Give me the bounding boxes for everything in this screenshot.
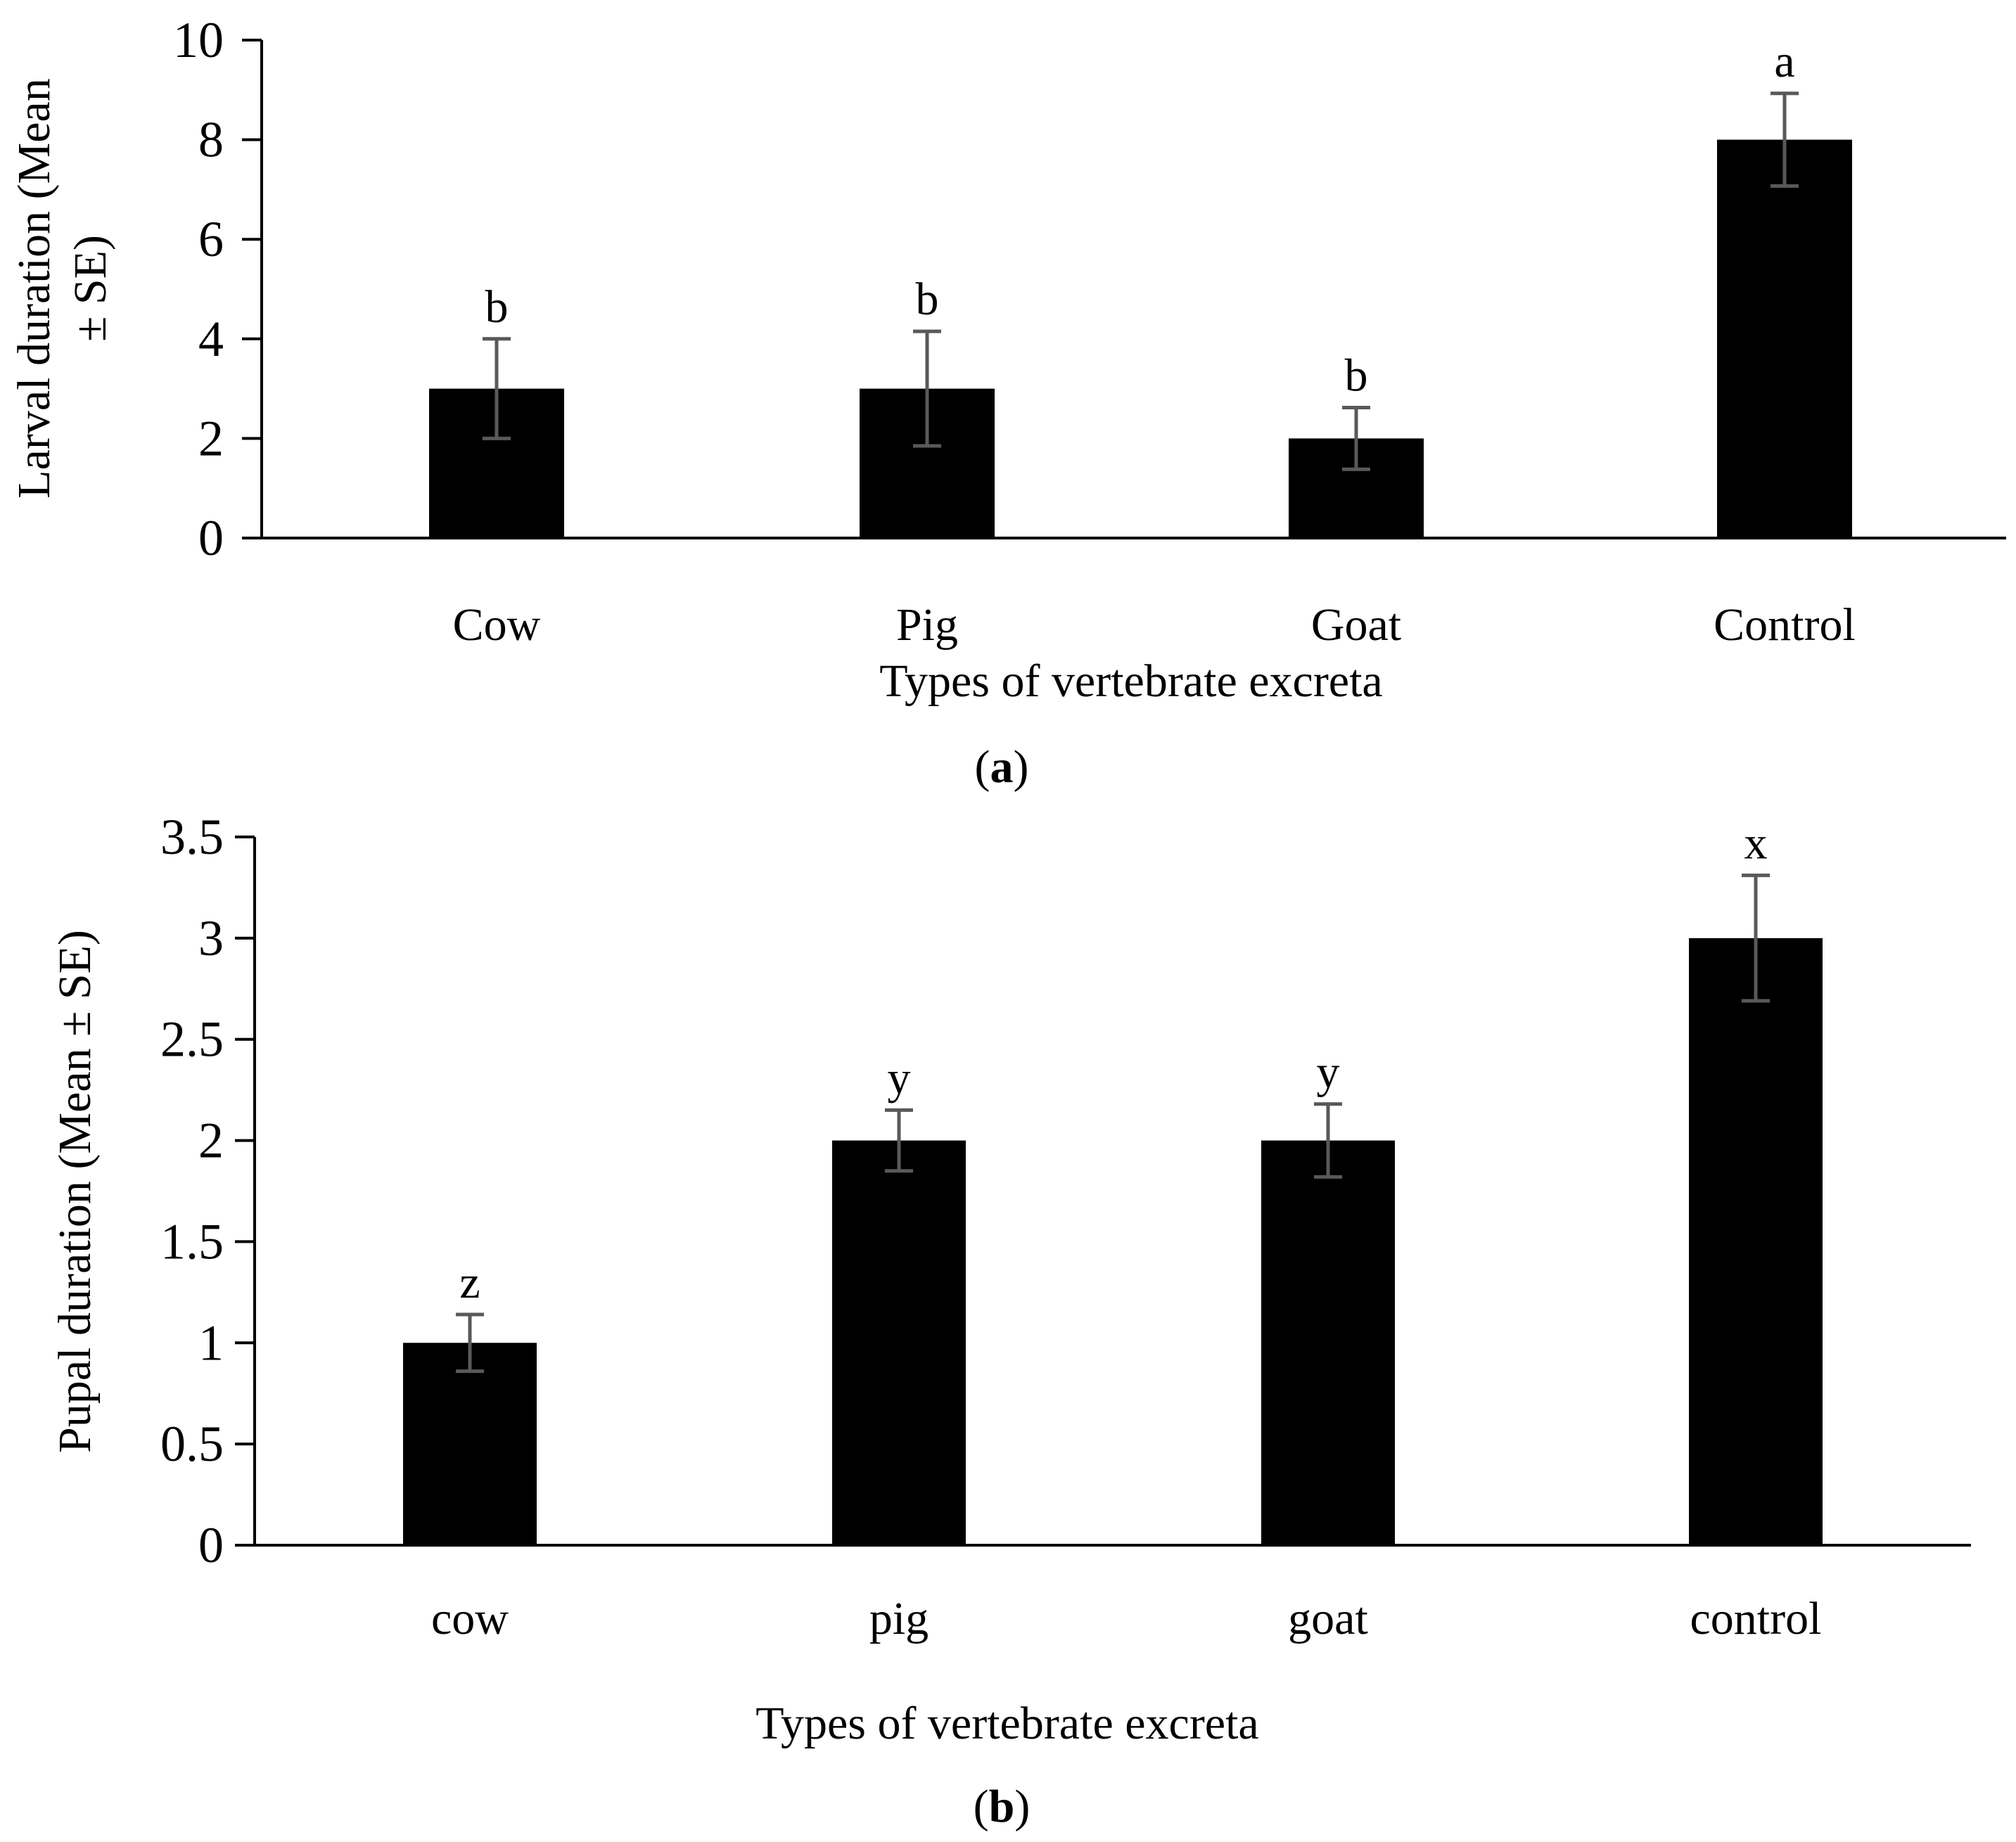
- panel-a-y-tick-label: 4: [198, 311, 224, 367]
- panel-a-significance-label: b: [916, 274, 939, 325]
- panel-a-bar-control: [1717, 139, 1852, 539]
- panel-b-y-tick-label: 1.5: [160, 1213, 224, 1269]
- panel-b-error-bar-pig: [885, 1108, 913, 1173]
- panel-b-bar-pig: [832, 1140, 966, 1545]
- panel-b-y-tick-label: 3.5: [160, 809, 224, 865]
- panel-b-error-bar-cow: [456, 1312, 484, 1374]
- panel-b-error-bar-goat: [1314, 1102, 1342, 1179]
- chart-panel-a: 0 2 4 6 8 10 b Cow b Pig b Goat a Control Types of ver…: [8, 12, 2006, 793]
- panel-b-significance-label: x: [1744, 818, 1768, 869]
- panel-a-y-tick-label: 2: [198, 410, 224, 466]
- panel-b-category-label: pig: [869, 1593, 929, 1644]
- panel-a-x-axis-title: Types of vertebrate excreta: [879, 655, 1382, 707]
- panel-a-error-bar-goat: [1342, 406, 1370, 471]
- panel-a-label: (a): [975, 741, 1029, 793]
- panel-a-error-bar-cow: [483, 337, 511, 440]
- panel-a-y-tick-label: 0: [198, 510, 224, 566]
- panel-b-category-label: cow: [431, 1593, 509, 1644]
- panel-b-category-label: control: [1690, 1593, 1822, 1644]
- panel-a-y-axis-title: Larval duration (Mean ± SE): [8, 78, 116, 498]
- panel-b-y-axis-title: Pupal duration (Mean ± SE): [49, 930, 101, 1453]
- panel-a-error-bar-control: [1771, 91, 1799, 188]
- chart-panel-b: 0 0.5 1 1.5 2 2.5 3 3.5 z cow y pig y goat x control Typ…: [49, 809, 1971, 1832]
- panel-a-significance-label: a: [1774, 36, 1794, 87]
- panel-b-bar-cow: [403, 1343, 537, 1545]
- panel-a-significance-label: b: [1345, 350, 1368, 402]
- panel-b-y-tick-label: 2: [198, 1113, 224, 1169]
- panel-b-y-tick-label: 0.5: [160, 1416, 224, 1472]
- panel-a-category-label: Control: [1714, 599, 1856, 651]
- panel-b-y-tick-label: 2.5: [160, 1011, 224, 1068]
- panel-b-category-label: goat: [1288, 1593, 1368, 1644]
- panel-b-error-bar-control: [1742, 874, 1770, 1003]
- panel-b-x-axis-title: Types of vertebrate excreta: [755, 1698, 1258, 1749]
- panel-b-significance-label: y: [888, 1052, 911, 1104]
- panel-a-y-tick-label: 10: [173, 12, 224, 68]
- panel-b-y-tick-label: 3: [198, 910, 224, 966]
- panel-a-y-tick-label: 6: [198, 211, 224, 267]
- panel-a-significance-label: b: [485, 281, 509, 333]
- panel-b-y-tick-label: 0: [198, 1517, 224, 1573]
- panel-b-label: (b): [974, 1781, 1031, 1832]
- panel-a-category-label: Pig: [896, 599, 958, 651]
- panel-a-category-label: Cow: [453, 599, 541, 651]
- panel-b-y-tick-label: 1: [198, 1315, 224, 1371]
- panel-b-significance-label: z: [459, 1257, 480, 1308]
- panel-a-error-bar-pig: [913, 329, 941, 448]
- panel-a-category-label: Goat: [1311, 599, 1401, 651]
- panel-a-y-tick-label: 8: [198, 112, 224, 168]
- panel-b-significance-label: y: [1317, 1047, 1340, 1098]
- panel-b-bar-control: [1689, 938, 1823, 1545]
- panel-b-bar-goat: [1261, 1140, 1395, 1545]
